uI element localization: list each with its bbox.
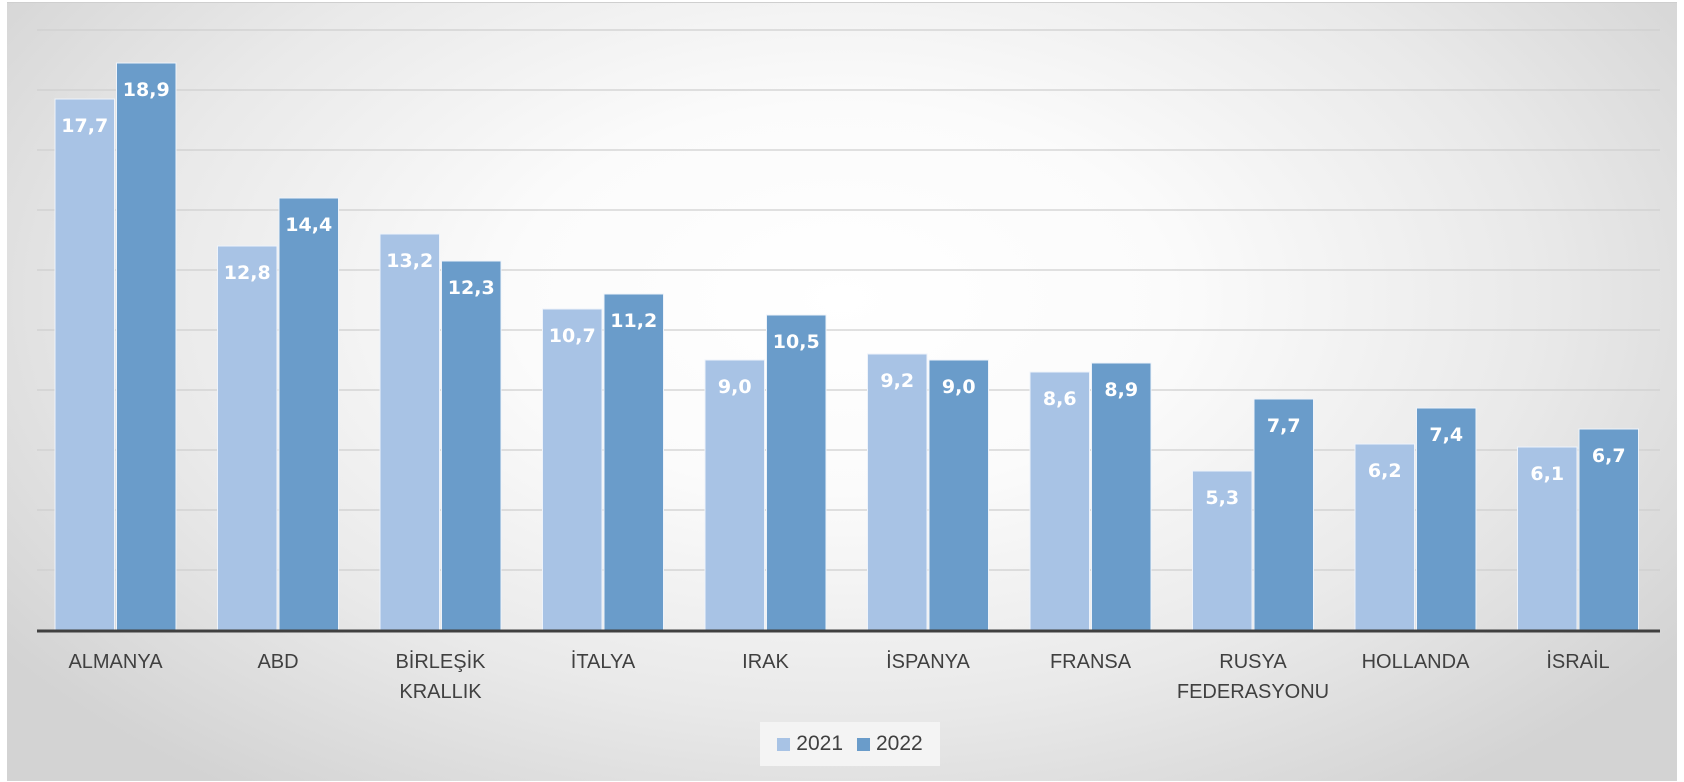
category-label: İSPANYA xyxy=(886,650,970,673)
category-label: KRALLIK xyxy=(399,681,482,703)
data-label-2022: 7,7 xyxy=(1267,415,1301,437)
data-label-2022: 14,4 xyxy=(285,214,332,236)
data-label-2021: 8,6 xyxy=(1043,388,1077,410)
bar-2022 xyxy=(116,62,177,631)
data-label-2022: 9,0 xyxy=(942,376,976,398)
category-label: RUSYA xyxy=(1219,651,1287,673)
bar-2021 xyxy=(704,359,765,631)
bar-2021 xyxy=(867,353,928,631)
bar-2022 xyxy=(1578,428,1639,631)
bar-2021 xyxy=(379,233,440,631)
category-label: IRAK xyxy=(742,651,789,673)
data-label-2021: 12,8 xyxy=(224,262,271,284)
bar-2022 xyxy=(441,260,502,631)
legend-item-2022: 2022 xyxy=(857,732,923,756)
bar-2022 xyxy=(1091,362,1152,631)
category-labels: ALMANYA ABD BİRLEŞİK KRALLIK İTALYA IRAK İSPAN… xyxy=(68,650,1609,703)
data-label-2022: 18,9 xyxy=(123,79,170,101)
legend-label-2021: 2021 xyxy=(796,732,843,755)
data-label-2021: 5,3 xyxy=(1205,487,1239,509)
data-label-2022: 8,9 xyxy=(1104,379,1138,401)
legend-swatch-2021 xyxy=(777,737,791,751)
category-label: FRANSA xyxy=(1050,651,1132,673)
category-label: İSRAİL xyxy=(1546,650,1609,673)
data-label-2021: 6,2 xyxy=(1368,460,1402,482)
category-label: HOLLANDA xyxy=(1362,651,1470,673)
category-label: ALMANYA xyxy=(68,651,163,673)
data-label-2021: 6,1 xyxy=(1530,463,1564,485)
legend-item-2021: 2021 xyxy=(777,732,843,756)
data-label-2021: 9,2 xyxy=(880,370,914,392)
bar-2021 xyxy=(1517,446,1578,631)
data-label-2022: 6,7 xyxy=(1592,445,1626,467)
legend: 2021 2022 xyxy=(760,722,940,766)
legend-label-2022: 2022 xyxy=(876,732,923,755)
category-label: ABD xyxy=(257,651,298,673)
data-label-2022: 12,3 xyxy=(448,277,495,299)
data-label-2021: 9,0 xyxy=(718,376,752,398)
bar-2021 xyxy=(542,308,603,631)
bar-2022 xyxy=(603,293,664,631)
data-labels: 17,7 18,9 12,8 14,4 13,2 12,3 10,7 11,2 9,0 10,5 9… xyxy=(61,79,1625,509)
data-label-2022: 10,5 xyxy=(773,331,820,353)
data-label-2021: 17,7 xyxy=(61,115,108,137)
data-label-2021: 13,2 xyxy=(386,250,433,272)
bar-2022 xyxy=(278,197,339,631)
data-label-2022: 11,2 xyxy=(610,310,657,332)
category-label: FEDERASYONU xyxy=(1177,681,1329,703)
legend-swatch-2022 xyxy=(857,737,870,751)
bar-2021 xyxy=(1029,371,1090,631)
bars xyxy=(54,62,1639,631)
data-label-2021: 10,7 xyxy=(549,325,596,347)
bar-2021 xyxy=(217,245,278,631)
bar-2021 xyxy=(54,98,115,631)
category-label: BİRLEŞİK xyxy=(395,650,486,673)
bar-2022 xyxy=(928,359,989,631)
category-label: İTALYA xyxy=(571,650,636,673)
data-label-2022: 7,4 xyxy=(1429,424,1463,446)
bar-2022 xyxy=(766,314,827,631)
